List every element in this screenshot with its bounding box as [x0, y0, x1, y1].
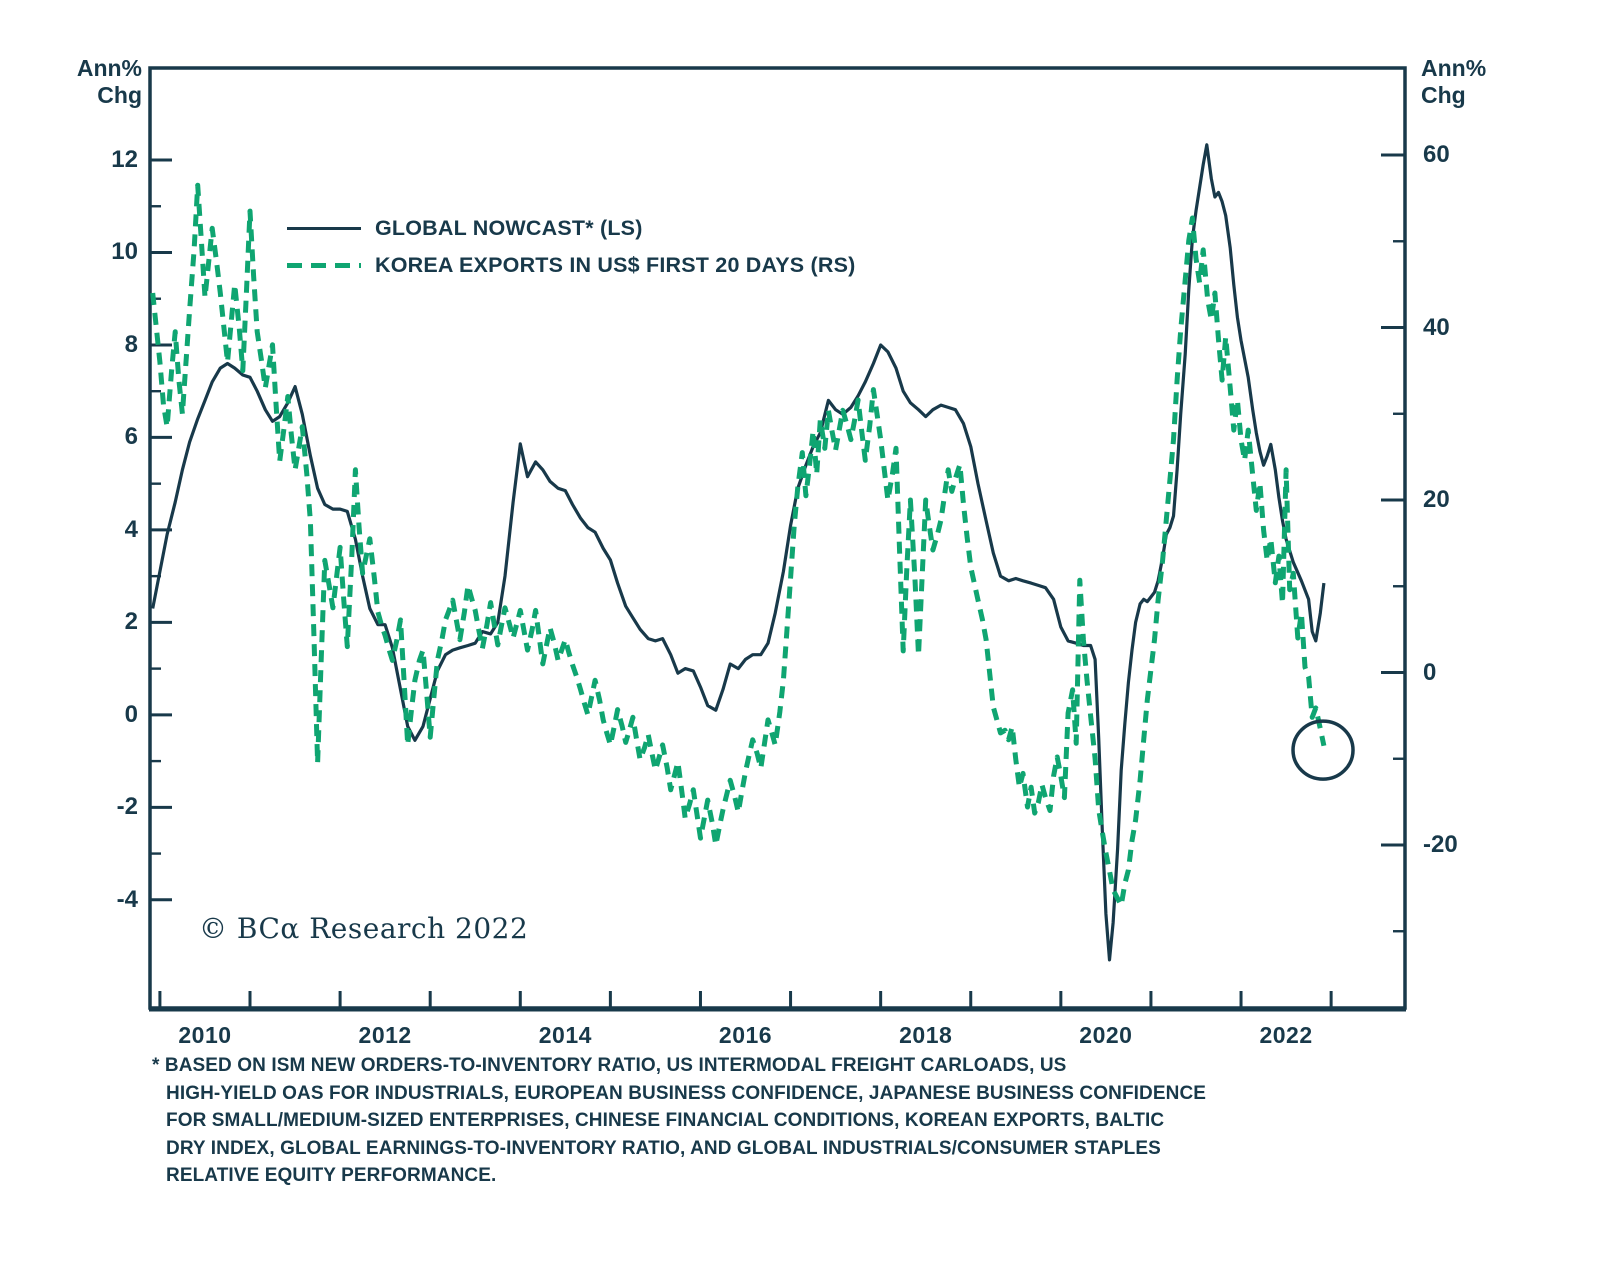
- left-axis-unit-line1: Ann%: [76, 55, 142, 81]
- footnote-line: * BASED ON ISM NEW ORDERS-TO-INVENTORY R…: [152, 1055, 1067, 1076]
- plot-frame: [148, 66, 1407, 1010]
- right-axis-unit-line1: Ann%: [1421, 55, 1487, 81]
- footnote-line: RELATIVE EQUITY PERFORMANCE.: [166, 1165, 497, 1186]
- right-axis-unit-line2: Chg: [1421, 82, 1466, 108]
- legend-label: KOREA EXPORTS IN US$ FIRST 20 DAYS (RS): [375, 252, 856, 277]
- chart-footnote: * BASED ON ISM NEW ORDERS-TO-INVENTORY R…: [152, 1052, 1207, 1190]
- series-line-korea-exports: [150, 182, 1327, 908]
- footnote-line: FOR SMALL/MEDIUM-SIZED ENTERPRISES, CHIN…: [166, 1110, 1165, 1131]
- left-axis-unit-line2: Chg: [97, 82, 142, 108]
- footnote-line: HIGH-YIELD OAS FOR INDUSTRIALS, EUROPEAN…: [166, 1082, 1207, 1104]
- latest-point-circle-annotation: [1291, 719, 1355, 781]
- dashed-line-swatch-icon: [287, 262, 361, 268]
- solid-line-swatch-icon: [287, 226, 361, 230]
- legend-item-korea-exports: KOREA EXPORTS IN US$ FIRST 20 DAYS (RS): [287, 250, 856, 280]
- series-line-global-nowcast: [151, 143, 1326, 962]
- right-axis-unit: Ann% Chg: [1421, 55, 1511, 109]
- left-axis-unit: Ann% Chg: [60, 55, 142, 109]
- copyright-watermark: © BCα Research 2022: [199, 912, 529, 945]
- legend-label: GLOBAL NOWCAST* (LS): [375, 215, 643, 240]
- footnote-line: DRY INDEX, GLOBAL EARNINGS-TO-INVENTORY …: [166, 1137, 1161, 1159]
- chart-legend: GLOBAL NOWCAST* (LS) KOREA EXPORTS IN US…: [287, 213, 856, 280]
- legend-item-global-nowcast: GLOBAL NOWCAST* (LS): [287, 213, 856, 243]
